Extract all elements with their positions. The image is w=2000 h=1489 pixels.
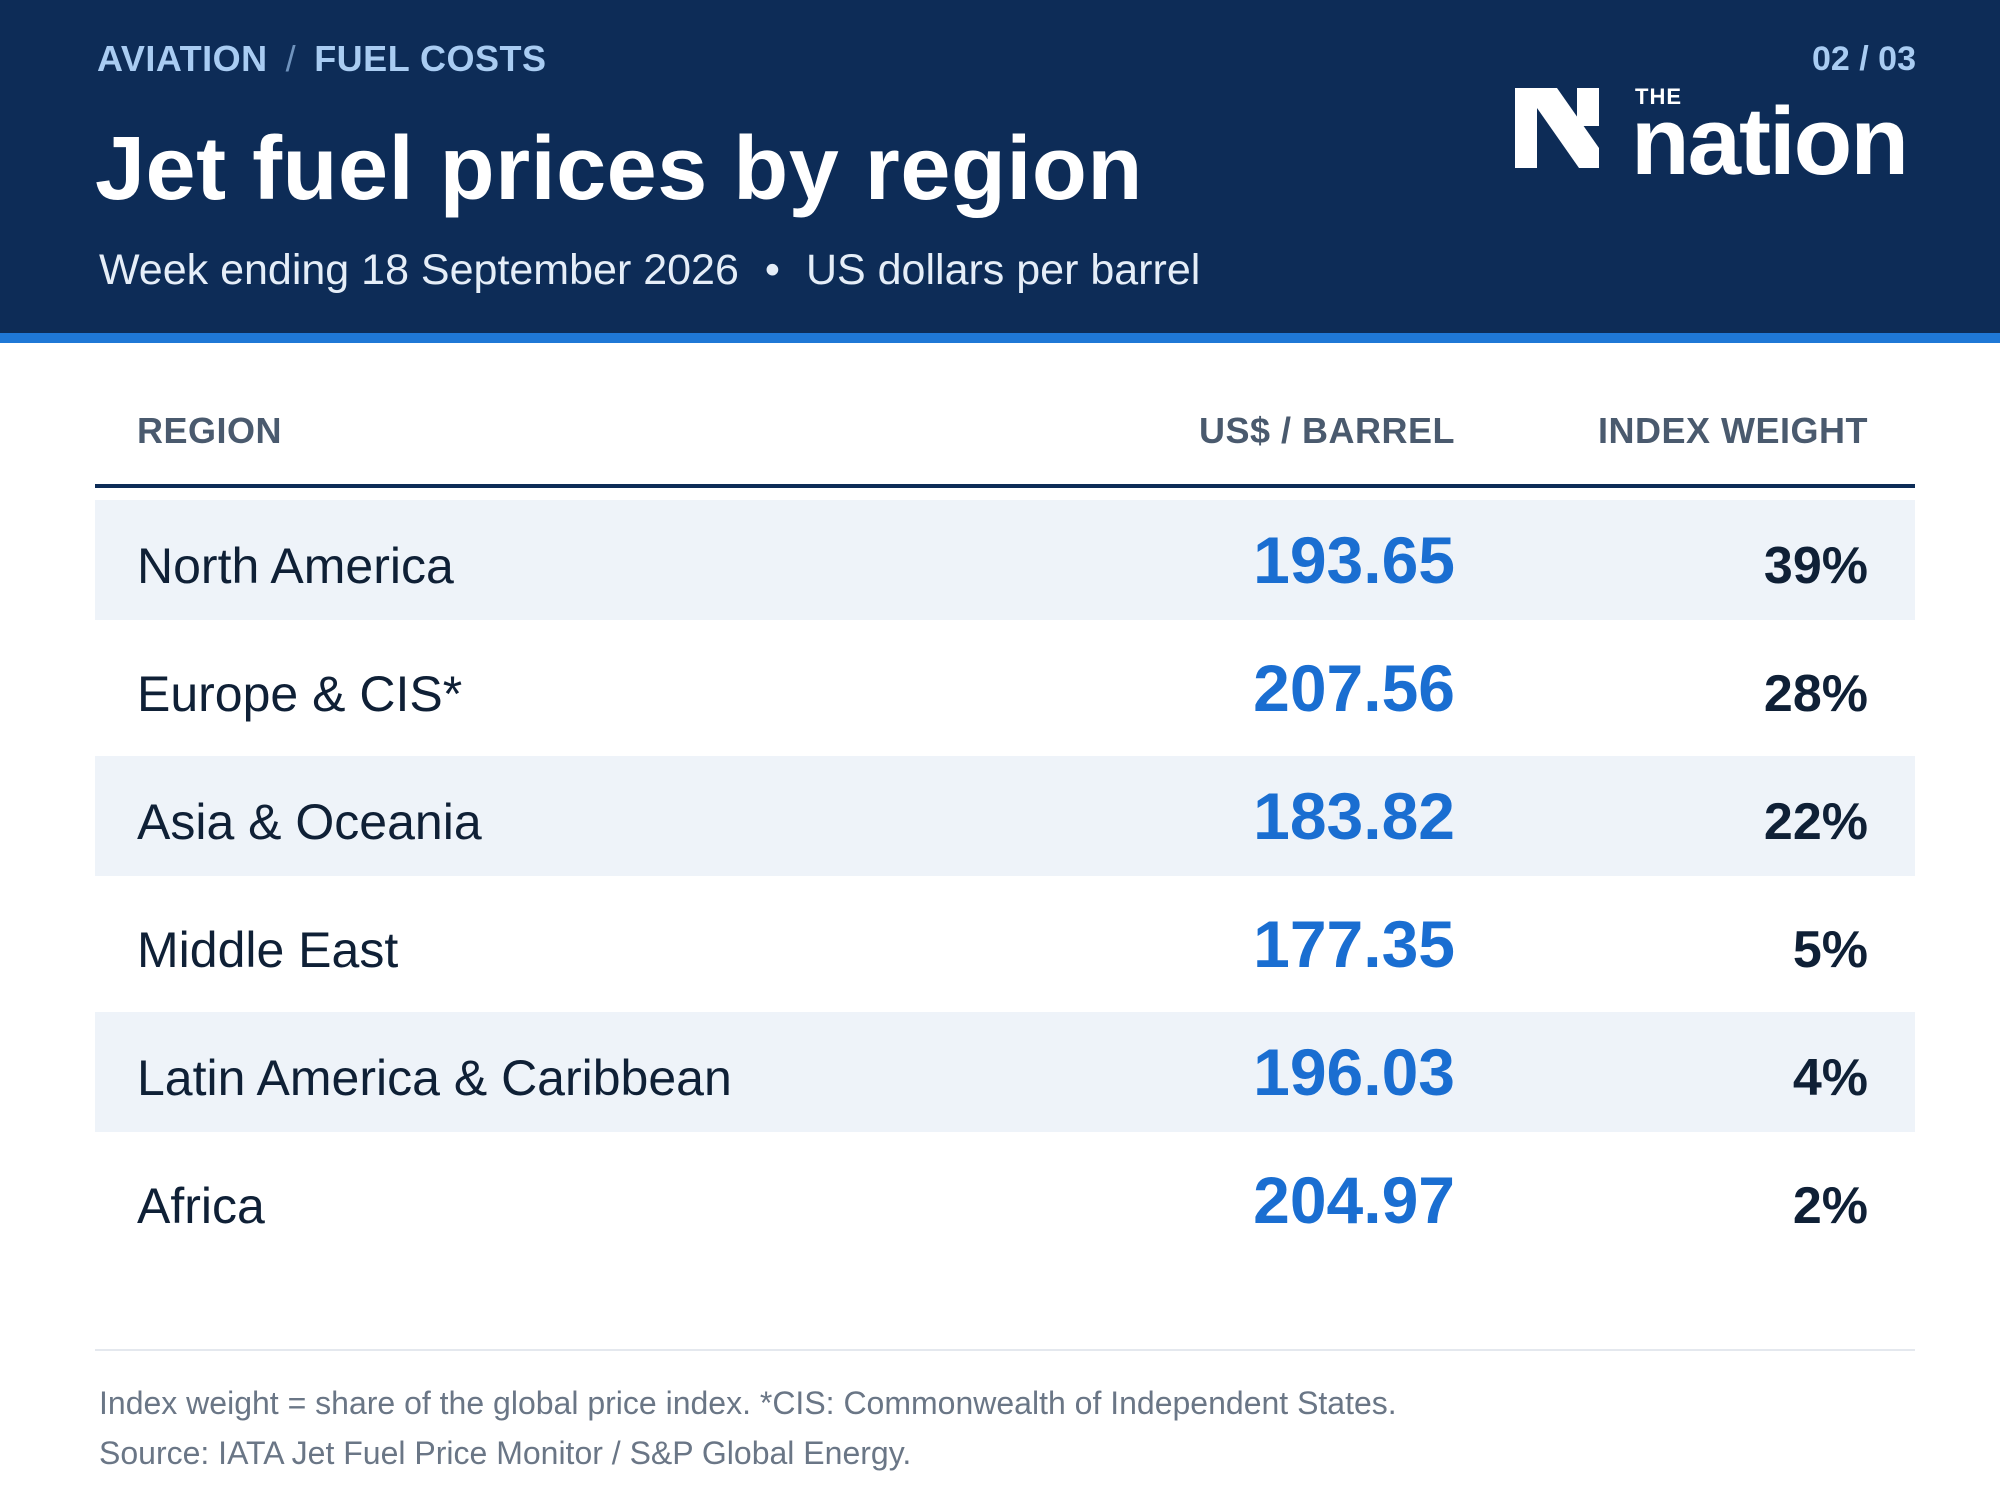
column-header-weight: INDEX WEIGHT: [1597, 410, 1868, 451]
price-cell: 196.03: [1253, 1035, 1455, 1109]
subtitle-separator: •: [764, 246, 780, 294]
page-counter: 02 / 03: [1812, 40, 1916, 78]
the-nation-logo[interactable]: THE nation: [1515, 84, 1920, 190]
footnote-source: Source: IATA Jet Fuel Price Monitor / S&…: [99, 1435, 912, 1471]
breadcrumb-item-aviation[interactable]: AVIATION: [97, 38, 268, 79]
price-cell: 193.65: [1253, 523, 1455, 597]
price-cell: 177.35: [1253, 907, 1455, 981]
weight-cell: 39%: [1763, 537, 1868, 595]
column-header-price: US$ / BARREL: [1198, 410, 1455, 451]
region-cell: Africa: [137, 1177, 265, 1234]
price-cell: 183.82: [1253, 779, 1455, 853]
page-title: Jet fuel prices by region: [95, 119, 1143, 219]
logo-small-text: THE: [1635, 84, 1682, 109]
region-cell: Latin America & Caribbean: [137, 1049, 732, 1106]
n-mark-icon: [1515, 88, 1599, 168]
breadcrumb-separator: /: [285, 38, 297, 79]
footer-divider: [95, 1349, 1915, 1351]
weight-cell: 28%: [1763, 665, 1868, 723]
weight-cell: 5%: [1792, 921, 1868, 979]
weight-cell: 2%: [1792, 1177, 1868, 1235]
header-banner: AVIATION / FUEL COSTS Jet fuel prices by r…: [0, 0, 2000, 333]
footnote: Index weight = share of the global price…: [99, 1378, 1397, 1478]
table-row: North America 193.65 39%: [95, 500, 1915, 620]
weight-cell: 4%: [1792, 1049, 1868, 1107]
footnote-note: Index weight = share of the global price…: [99, 1385, 1397, 1421]
price-cell: 204.97: [1253, 1163, 1455, 1237]
table-header: REGION US$ / BARREL INDEX WEIGHT: [95, 380, 1915, 488]
page-subtitle: Week ending 18 September 2026 • US dollars…: [99, 246, 1200, 295]
column-header-region: REGION: [137, 410, 283, 451]
logo-wordmark: nation: [1631, 88, 1909, 195]
table-row: Africa 204.97 2%: [95, 1136, 1915, 1264]
table-row: Asia & Oceania 183.82 22%: [95, 756, 1915, 876]
table-row: Middle East 177.35 5%: [95, 880, 1915, 1008]
table-row: Europe & CIS* 207.56 28%: [95, 624, 1915, 752]
region-cell: North America: [137, 537, 454, 594]
table-body: North America 193.65 39% Europe & CIS* 207.5…: [95, 500, 1915, 1264]
fuel-price-table: REGION US$ / BARREL INDEX WEIGHT North A…: [95, 380, 1915, 1264]
region-cell: Middle East: [137, 921, 399, 978]
header-accent-rule: [0, 333, 2000, 343]
weight-cell: 22%: [1763, 793, 1868, 851]
breadcrumb-item-fuel-costs[interactable]: FUEL COSTS: [314, 38, 547, 79]
price-cell: 207.56: [1253, 651, 1455, 725]
table-row: Latin America & Caribbean 196.03 4%: [95, 1012, 1915, 1132]
subtitle-unit: US dollars per barrel: [805, 246, 1201, 294]
region-cell: Europe & CIS*: [137, 665, 463, 722]
subtitle-period: Week ending 18 September 2026: [99, 246, 739, 294]
breadcrumb: AVIATION / FUEL COSTS: [97, 38, 547, 80]
region-cell: Asia & Oceania: [137, 793, 482, 850]
